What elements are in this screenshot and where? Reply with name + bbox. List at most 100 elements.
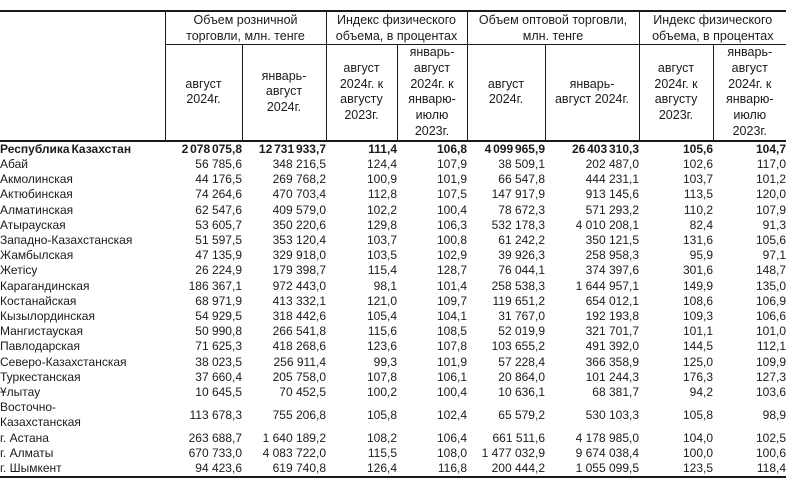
group-header-retail-index: Индекс физического объема, в процентах xyxy=(325,11,467,45)
group-header-retail-volume: Объем розничной торговли, млн. тенге xyxy=(164,11,326,45)
value-cell: 113,5 xyxy=(683,187,714,202)
value-cell: 91,3 xyxy=(762,217,787,232)
value-cell: 94,2 xyxy=(689,385,714,400)
value-cell: 2 078 075,8 xyxy=(181,141,242,156)
value-cell: 101,0 xyxy=(755,324,787,339)
value-cell: 104,7 xyxy=(755,141,787,156)
value-cell: 413 332,1 xyxy=(272,293,326,308)
value-cell: 103,7 xyxy=(682,172,714,187)
value-cell: 101,2 xyxy=(755,172,787,187)
value-cell: 491 392,0 xyxy=(585,339,640,354)
value-cell: 129,8 xyxy=(366,217,397,232)
value-cell: 124,4 xyxy=(366,156,397,171)
table-row: Кызылординская 54 929,5 318 442,6 105,4 104,… xyxy=(0,309,786,324)
value-cell: 76 044,1 xyxy=(498,263,545,278)
table-row: Республика Казахстан 2 078 075,8 12 731 93… xyxy=(0,141,786,157)
value-cell: 38 023,5 xyxy=(195,354,242,369)
value-cell: 44 176,5 xyxy=(195,172,242,187)
value-cell: 103 655,2 xyxy=(491,339,545,354)
region-name: Северо-Казахстанская xyxy=(0,354,127,369)
value-cell: 47 135,9 xyxy=(195,248,242,263)
value-cell: 104,1 xyxy=(436,309,467,324)
value-cell: 128,7 xyxy=(436,263,467,278)
region-name: Мангистауская xyxy=(0,324,83,339)
value-cell: 103,5 xyxy=(366,248,397,263)
table-row: Жетісу 26 224,9 179 398,7 115,4 128,7 76 044,… xyxy=(0,263,786,278)
region-name: Алматинская xyxy=(0,202,74,217)
table-row: г. Астана 263 688,7 1 640 189,2 108,2 106,4 6… xyxy=(0,431,786,446)
value-cell: 755 206,8 xyxy=(272,407,326,422)
value-cell: 78 672,3 xyxy=(498,202,545,217)
value-cell: 120,0 xyxy=(755,187,787,202)
value-cell: 100,2 xyxy=(366,385,397,400)
value-cell: 107,9 xyxy=(755,202,787,217)
value-cell: 1 640 189,2 xyxy=(262,430,326,445)
value-cell: 115,4 xyxy=(367,263,397,278)
value-cell: 74 264,6 xyxy=(195,187,242,202)
value-cell: 50 990,8 xyxy=(195,324,242,339)
value-cell: 112,8 xyxy=(367,187,397,202)
value-cell: 112,1 xyxy=(756,339,787,354)
value-cell: 123,6 xyxy=(366,339,397,354)
value-cell: 108,5 xyxy=(436,324,467,339)
value-cell: 144,5 xyxy=(682,339,714,354)
value-cell: 108,0 xyxy=(436,445,467,460)
value-cell: 109,9 xyxy=(755,354,787,369)
value-cell: 70 452,5 xyxy=(279,385,326,400)
value-cell: 97,1 xyxy=(762,248,787,263)
value-cell: 409 579,0 xyxy=(272,202,326,217)
subheader-retail-jan-august: январь- август 2024г. xyxy=(241,44,326,142)
value-cell: 350 121,5 xyxy=(585,233,640,247)
value-cell: 107,8 xyxy=(366,369,397,384)
value-cell: 263 688,7 xyxy=(188,430,242,445)
value-cell: 470 703,4 xyxy=(272,187,326,202)
value-cell: 127,3 xyxy=(755,369,787,384)
value-cell: 4 083 722,0 xyxy=(262,445,326,460)
region-name: Восточно- Казахстанская xyxy=(0,400,81,430)
value-cell: 147 917,9 xyxy=(491,187,545,202)
group-header-wholesale-index: Индекс физического объема, в процентах xyxy=(638,11,787,45)
subheader-retail-index-jan-august: январь- август 2024г. к январю- июлю 202… xyxy=(396,44,467,142)
region-column-header xyxy=(0,11,165,142)
value-cell: 258 538,3 xyxy=(491,278,545,293)
value-cell: 51 597,5 xyxy=(195,233,242,247)
value-cell: 532 178,3 xyxy=(491,217,545,232)
value-cell: 110,2 xyxy=(683,202,714,217)
value-cell: 4 178 985,0 xyxy=(575,430,640,445)
value-cell: 102,9 xyxy=(436,248,467,263)
value-cell: 95,9 xyxy=(689,248,714,263)
value-cell: 12 731 933,7 xyxy=(258,141,326,156)
value-cell: 301,6 xyxy=(682,263,714,278)
value-cell: 200 444,2 xyxy=(491,461,545,476)
table-row: Алматинская 62 547,6 409 579,0 102,2 100,4 78… xyxy=(0,203,786,218)
value-cell: 186 367,1 xyxy=(188,278,242,293)
region-name: Костанайская xyxy=(0,293,77,308)
value-cell: 109,3 xyxy=(682,309,714,324)
value-cell: 104,0 xyxy=(682,430,714,445)
value-cell: 100,6 xyxy=(755,445,787,460)
value-cell: 105,6 xyxy=(755,233,787,247)
value-cell: 1 644 957,1 xyxy=(575,278,640,293)
value-cell: 102,2 xyxy=(366,202,397,217)
value-cell: 68 381,7 xyxy=(592,385,640,400)
value-cell: 256 911,4 xyxy=(273,354,327,369)
value-cell: 103,7 xyxy=(366,233,397,247)
value-cell: 100,4 xyxy=(436,385,467,400)
region-name: г. Шымкент xyxy=(0,461,62,476)
value-cell: 654 012,1 xyxy=(585,293,640,308)
value-cell: 106,9 xyxy=(755,293,787,308)
table-body: Республика Казахстан 2 078 075,8 12 731 93… xyxy=(0,141,786,477)
value-cell: 125,0 xyxy=(682,354,714,369)
value-cell: 321 701,7 xyxy=(585,324,640,339)
value-cell: 65 579,2 xyxy=(498,407,545,422)
value-cell: 100,0 xyxy=(682,445,714,460)
value-cell: 101,1 xyxy=(682,324,714,339)
value-cell: 179 398,7 xyxy=(272,263,326,278)
table-row: г. Алматы 670 733,0 4 083 722,0 115,5 108,0 1… xyxy=(0,446,786,461)
table-row: Ұлытау 10 645,5 70 452,5 100,2 100,4 10 636,1… xyxy=(0,385,786,400)
value-cell: 26 403 310,3 xyxy=(571,141,640,156)
value-cell: 113 678,3 xyxy=(189,407,243,422)
value-cell: 107,9 xyxy=(436,156,467,171)
value-cell: 115,5 xyxy=(367,445,397,460)
header-group-row: Объем розничной торговли, млн. тенге Инд… xyxy=(0,11,787,142)
